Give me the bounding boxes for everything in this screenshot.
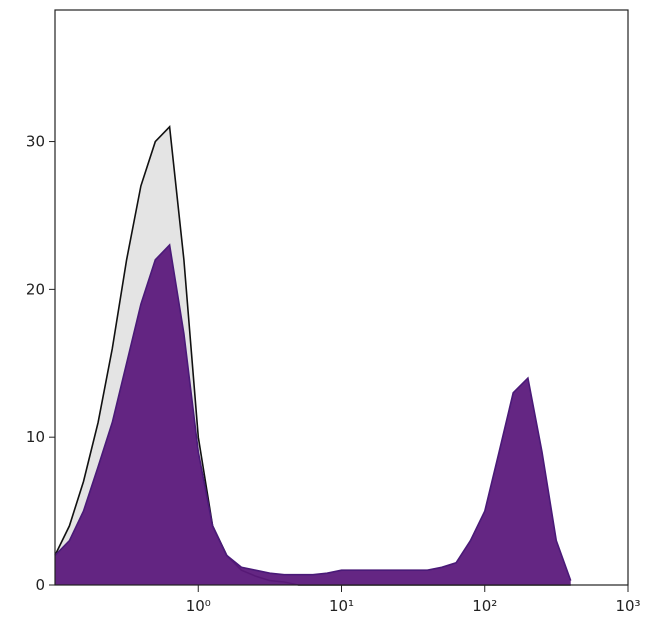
y-tick-label: 10 [26, 428, 45, 446]
x-tick-label: 10³ [615, 597, 640, 615]
x-tick-label: 10⁰ [186, 597, 211, 615]
y-tick-label: 20 [26, 280, 45, 298]
x-tick-label: 10² [472, 597, 497, 615]
y-tick-label: 0 [35, 576, 45, 594]
area-line [54, 243, 572, 581]
y-tick-label: 30 [26, 133, 45, 151]
area-fill [55, 245, 571, 585]
x-tick-label: 10¹ [329, 597, 354, 615]
